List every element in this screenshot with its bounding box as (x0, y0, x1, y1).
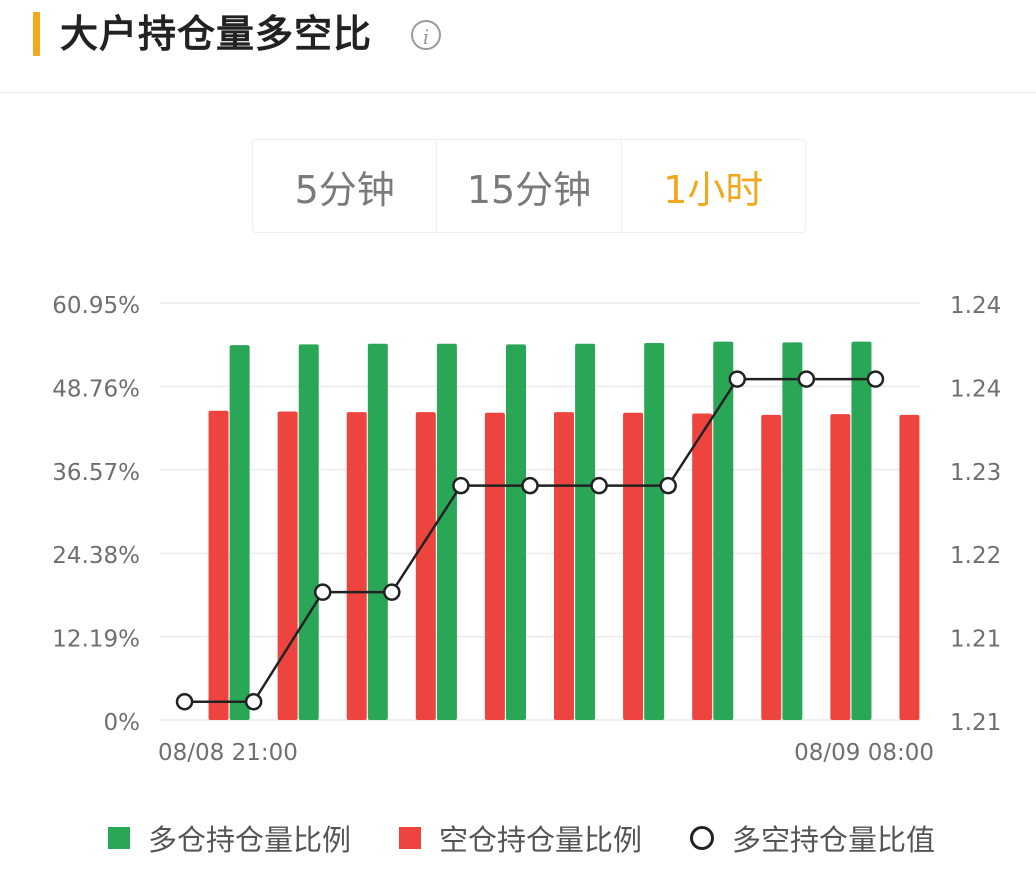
ratio-point (452, 476, 470, 495)
title-accent-bar (33, 12, 40, 56)
page-title: 大户持仓量多空比 (60, 12, 373, 56)
long-ratio-bar (644, 343, 665, 720)
long-ratio-bar (367, 343, 388, 720)
y-right-tick-label: 1.24 (950, 293, 1001, 319)
legend-item-ratio[interactable]: 多空持仓量比值 (690, 817, 935, 859)
legend-label-short: 空仓持仓量比例 (439, 823, 643, 857)
y-left-tick-label: 12.19% (52, 627, 140, 653)
y-right-tick-label: 1.23 (950, 460, 1001, 486)
ratio-point (866, 370, 885, 388)
y-left-tick-label: 36.57% (52, 460, 140, 486)
long-ratio-bar (298, 344, 319, 720)
x-tick-label-end: 08/09 08:00 (794, 740, 934, 766)
chart-legend: 多仓持仓量比例 空仓持仓量比例 多空持仓量比值 (108, 815, 935, 861)
y-right-tick-label: 1.21 (950, 627, 1001, 653)
ratio-point (175, 692, 194, 711)
tab-15min[interactable]: 15分钟 (437, 140, 622, 232)
panel-header: 大户持仓量多空比 i (0, 0, 1036, 93)
ratio-point (244, 692, 263, 711)
legend-item-short[interactable]: 空仓持仓量比例 (399, 817, 642, 859)
long-ratio-bar (229, 345, 250, 720)
short-ratio-bar (484, 412, 505, 720)
long-short-ratio-chart: 0% 1.21 12.19% 1.21 24.38% 1.22 36.57% 1.23 48.7… (52, 293, 1001, 766)
y-left-tick-label: 60.95% (52, 293, 140, 319)
y-left-tick-label: 48.76% (52, 376, 140, 402)
short-ratio-bar (346, 412, 367, 720)
short-ratio-bar (692, 413, 713, 720)
y-left-tick-label: 24.38% (52, 543, 140, 569)
ratio-point (590, 476, 608, 495)
long-ratio-bar (851, 341, 872, 720)
ratio-point (313, 583, 332, 601)
legend-label-ratio: 多空持仓量比值 (732, 823, 936, 857)
legend-item-long[interactable]: 多仓持仓量比例 (108, 817, 351, 859)
y-right-tick-label: 1.24 (950, 376, 1001, 402)
short-ratio-bar (277, 411, 298, 720)
y-right-tick-label: 1.21 (950, 710, 1001, 736)
ratio-point (728, 370, 747, 388)
ratio-point (659, 476, 677, 495)
x-tick-label-start: 08/08 21:00 (158, 740, 298, 766)
short-ratio-bar (208, 410, 229, 720)
y-left-tick-label: 0% (104, 710, 141, 736)
ratio-point (383, 583, 401, 601)
ratio-point (797, 370, 816, 388)
short-ratio-bar (830, 414, 851, 720)
legend-swatch-long (108, 827, 130, 849)
legend-swatch-short (399, 827, 422, 849)
legend-marker-ratio (690, 826, 715, 850)
long-ratio-bar (713, 341, 734, 720)
y-right-tick-label: 1.22 (950, 543, 1001, 569)
tab-1hour[interactable]: 1小时 (663, 167, 764, 212)
long-ratio-bar (575, 343, 596, 720)
short-ratio-bar (415, 412, 436, 720)
tab-5min[interactable]: 5分钟 (253, 140, 438, 232)
long-ratio-bar (782, 342, 803, 720)
ratio-point (521, 476, 539, 495)
short-ratio-bar (761, 414, 782, 720)
long-ratio-bar (436, 343, 457, 720)
long-ratio-bar (506, 344, 526, 720)
info-icon[interactable]: i (411, 20, 441, 50)
short-ratio-bar (899, 414, 920, 720)
interval-tabs: 5分钟 15分钟 1小时 (252, 139, 806, 233)
short-ratio-bar (554, 412, 574, 720)
legend-label-long: 多仓持仓量比例 (148, 823, 352, 857)
short-ratio-bar (623, 412, 644, 720)
